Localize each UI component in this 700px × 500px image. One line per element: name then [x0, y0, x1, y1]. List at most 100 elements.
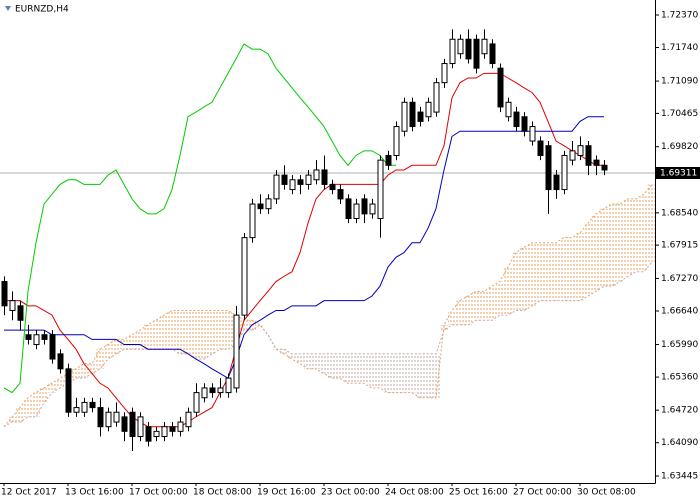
- cloud-band: [192, 310, 200, 360]
- candle-body: [129, 411, 136, 438]
- candle-body: [313, 169, 320, 181]
- cloud-band: [480, 291, 488, 321]
- cloud-band: [304, 353, 312, 369]
- y-tick-label: 1.64090: [661, 438, 698, 448]
- candle-body: [169, 426, 176, 432]
- cloud-band: [384, 353, 392, 393]
- cloud-band: [104, 344, 112, 360]
- x-tick-label: 27 Oct 00:00: [513, 488, 572, 498]
- candle-body: [25, 334, 32, 340]
- cloud-band: [504, 267, 512, 316]
- cloud-band: [256, 324, 264, 326]
- cloud-band: [560, 237, 568, 301]
- y-tick-label: 1.72370: [661, 10, 698, 20]
- candle-body: [193, 392, 200, 413]
- cloud-band: [240, 320, 248, 331]
- candle-body: [345, 198, 352, 220]
- cloud-band: [576, 232, 584, 301]
- x-tick-label: 12 Oct 2017: [1, 488, 57, 498]
- candle-body: [9, 300, 16, 311]
- cloud-band: [424, 353, 432, 398]
- cloud-band: [400, 353, 408, 393]
- last-price-box: [656, 167, 700, 180]
- cloud-band: [48, 383, 56, 393]
- candle-body: [497, 67, 504, 108]
- candle-body: [177, 421, 184, 432]
- cloud-band: [312, 353, 320, 369]
- cloud-band: [56, 378, 64, 388]
- cloud-band: [568, 237, 576, 301]
- cloud-band: [0, 426, 8, 428]
- cloud-band: [456, 300, 464, 325]
- last-price-label: 1.69311: [660, 169, 697, 179]
- candle-body: [505, 101, 512, 118]
- cloud-band: [152, 320, 160, 350]
- candle-body: [465, 38, 472, 60]
- cloud-span: [3, 184, 653, 428]
- candle-body: [41, 334, 48, 340]
- candle-body: [241, 237, 248, 316]
- candle-body: [121, 416, 128, 432]
- cloud-band: [16, 407, 24, 423]
- candle-body: [209, 387, 216, 394]
- cloud-band: [624, 198, 632, 277]
- cloud-band: [160, 315, 168, 350]
- cloud-band: [432, 353, 440, 398]
- y-tick-label: 1.71740: [661, 43, 698, 53]
- cloud-band: [272, 349, 280, 350]
- cloud-band: [184, 310, 192, 354]
- candle-body: [489, 43, 496, 65]
- candle-body: [545, 145, 552, 191]
- candle-body: [281, 174, 288, 185]
- candle-body: [185, 411, 192, 428]
- candle-body: [601, 164, 608, 171]
- chart-title: EURNZD,H4: [15, 5, 69, 15]
- cloud-band: [88, 363, 96, 374]
- cloud-band: [216, 310, 224, 350]
- candle-body: [561, 154, 568, 191]
- candle-body: [441, 63, 448, 84]
- candle-body: [585, 145, 592, 166]
- candle-body: [233, 314, 240, 389]
- cloud-band: [648, 184, 656, 262]
- candle-body: [321, 169, 328, 185]
- cloud-band: [96, 349, 104, 369]
- y-tick-label: 1.67270: [661, 274, 698, 284]
- candle-body: [217, 387, 224, 394]
- cloud-band: [144, 324, 152, 350]
- cloud-band: [24, 397, 32, 417]
- cloud-band: [416, 353, 424, 398]
- candle-body: [537, 140, 544, 156]
- cloud-band: [520, 247, 528, 311]
- cloud-band: [128, 334, 136, 350]
- cloud-band: [632, 198, 640, 272]
- candle-body: [353, 203, 360, 220]
- candle-body: [225, 377, 232, 394]
- cloud-band: [392, 353, 400, 393]
- candle-body: [297, 179, 304, 185]
- cloud-band: [112, 339, 120, 354]
- y-tick-label: 1.65360: [661, 373, 698, 383]
- candle-body: [433, 82, 440, 113]
- y-tick-label: 1.64720: [661, 406, 698, 416]
- candle-body: [305, 174, 312, 185]
- candle-body: [81, 401, 88, 413]
- cloud-band: [200, 310, 208, 360]
- x-tick-label: 18 Oct 08:00: [193, 488, 252, 498]
- cloud-band: [224, 310, 232, 350]
- cloud-band: [408, 353, 416, 393]
- candle-body: [377, 159, 384, 220]
- candle-body: [289, 179, 296, 191]
- cloud-band: [136, 330, 144, 350]
- candle-body: [369, 203, 376, 215]
- cloud-band: [320, 353, 328, 374]
- y-tick-label: 1.67915: [661, 241, 698, 251]
- cloud-band: [344, 353, 352, 384]
- candle-body: [385, 154, 392, 166]
- y-tick-label: 1.66640: [661, 306, 698, 316]
- candle-body: [249, 203, 256, 239]
- candle-body: [33, 334, 40, 346]
- x-tick-label: 25 Oct 16:00: [449, 488, 508, 498]
- candle-body: [393, 126, 400, 156]
